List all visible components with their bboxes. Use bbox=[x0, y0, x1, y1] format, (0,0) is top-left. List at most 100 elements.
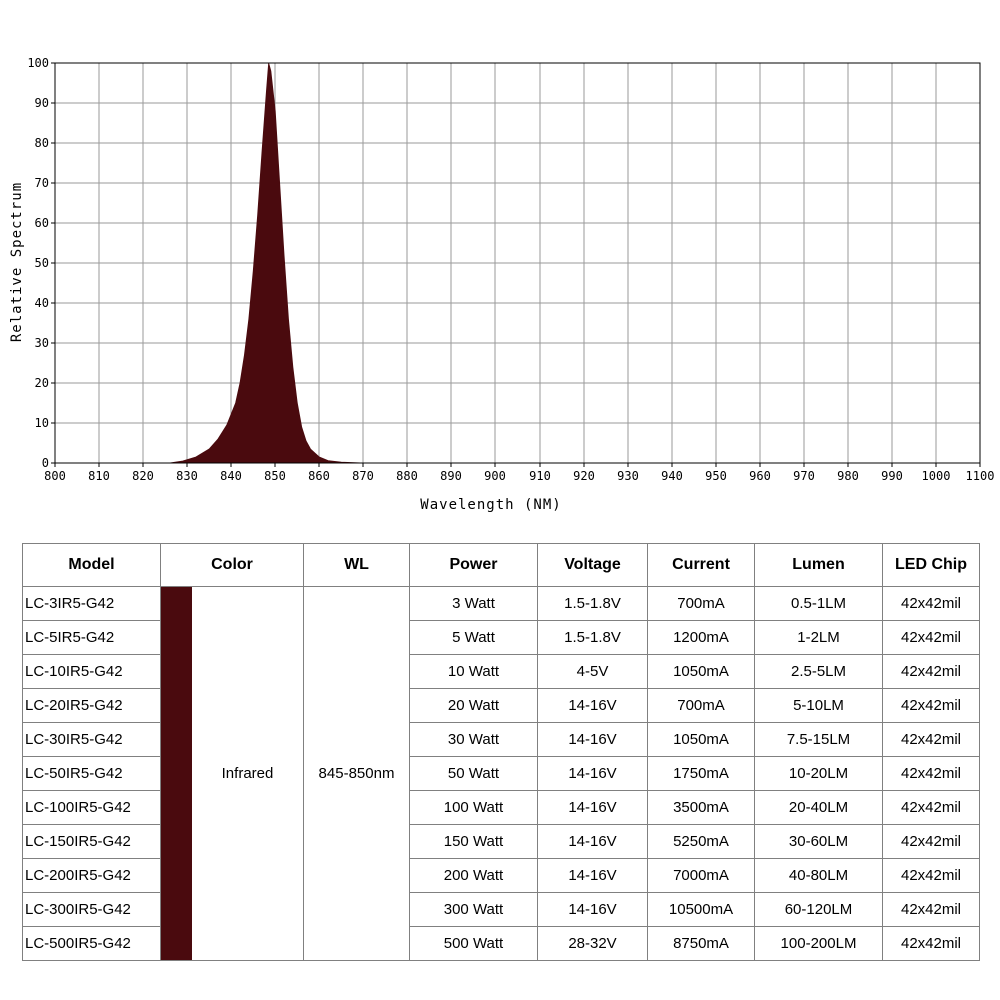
y-tick-label: 70 bbox=[35, 176, 49, 190]
cell-current: 700mA bbox=[647, 688, 755, 723]
x-axis-ticks: 800 810 820 830 840 850 860 870 880 890 900 910 920 9… bbox=[44, 463, 994, 483]
cell-voltage: 14-16V bbox=[537, 790, 648, 825]
y-tick-label: 100 bbox=[27, 56, 49, 70]
cell-model: LC-50IR5-G42 bbox=[22, 756, 161, 791]
cell-power: 30 Watt bbox=[409, 722, 538, 757]
y-tick-label: 40 bbox=[35, 296, 49, 310]
y-axis-ticks: 0 10 20 30 40 50 60 70 80 90 100 bbox=[27, 56, 55, 470]
cell-lumen: 5-10LM bbox=[754, 688, 883, 723]
y-tick-label: 0 bbox=[42, 456, 49, 470]
cell-led-chip: 42x42mil bbox=[882, 586, 980, 621]
x-tick-label: 890 bbox=[440, 469, 462, 483]
table-row: LC-20IR5-G42 20 Watt 14-16V 700mA 5-10LM 42x4… bbox=[22, 688, 980, 723]
cell-led-chip: 42x42mil bbox=[882, 892, 980, 927]
cell-power: 50 Watt bbox=[409, 756, 538, 791]
cell-power: 200 Watt bbox=[409, 858, 538, 893]
cell-power: 150 Watt bbox=[409, 824, 538, 859]
y-axis-title: Relative Spectrum bbox=[9, 182, 25, 342]
x-tick-label: 810 bbox=[88, 469, 110, 483]
table-row: LC-3IR5-G42 Infrared 845-850nm 3 Watt 1.5-1.… bbox=[22, 586, 980, 961]
cell-lumen: 2.5-5LM bbox=[754, 654, 883, 689]
cell-current: 3500mA bbox=[647, 790, 755, 825]
table-row: LC-100IR5-G42 100 Watt 14-16V 3500mA 20-40LM… bbox=[22, 790, 980, 825]
spec-table: Model Color WL Power Voltage Current Lum… bbox=[22, 543, 980, 961]
cell-current: 1200mA bbox=[647, 620, 755, 655]
y-tick-label: 90 bbox=[35, 96, 49, 110]
header-voltage: Voltage bbox=[537, 543, 648, 587]
cell-model: LC-5IR5-G42 bbox=[22, 620, 161, 655]
x-tick-label: 840 bbox=[220, 469, 242, 483]
x-tick-label: 960 bbox=[749, 469, 771, 483]
x-tick-label: 900 bbox=[484, 469, 506, 483]
cell-current: 700mA bbox=[647, 586, 755, 621]
cell-led-chip: 42x42mil bbox=[882, 790, 980, 825]
y-tick-label: 80 bbox=[35, 136, 49, 150]
cell-lumen: 0.5-1LM bbox=[754, 586, 883, 621]
x-tick-label: 880 bbox=[396, 469, 418, 483]
cell-voltage: 14-16V bbox=[537, 892, 648, 927]
x-tick-label: 970 bbox=[793, 469, 815, 483]
x-tick-label: 920 bbox=[573, 469, 595, 483]
cell-model: LC-30IR5-G42 bbox=[22, 722, 161, 757]
cell-led-chip: 42x42mil bbox=[882, 926, 980, 961]
cell-model: LC-500IR5-G42 bbox=[22, 926, 161, 961]
x-tick-label: 930 bbox=[617, 469, 639, 483]
y-tick-label: 10 bbox=[35, 416, 49, 430]
cell-power: 100 Watt bbox=[409, 790, 538, 825]
cell-led-chip: 42x42mil bbox=[882, 722, 980, 757]
x-tick-label: 1000 bbox=[922, 469, 951, 483]
cell-power: 300 Watt bbox=[409, 892, 538, 927]
y-tick-label: 20 bbox=[35, 376, 49, 390]
spectrum-area bbox=[55, 62, 980, 464]
cell-lumen: 30-60LM bbox=[754, 824, 883, 859]
color-label: Infrared bbox=[221, 765, 274, 782]
y-tick-label: 50 bbox=[35, 256, 49, 270]
x-tick-label: 980 bbox=[837, 469, 859, 483]
x-tick-label: 950 bbox=[705, 469, 727, 483]
cell-current: 1050mA bbox=[647, 722, 755, 757]
cell-lumen: 100-200LM bbox=[754, 926, 883, 961]
cell-led-chip: 42x42mil bbox=[882, 688, 980, 723]
cell-current: 8750mA bbox=[647, 926, 755, 961]
table-row: LC-300IR5-G42 300 Watt 14-16V 10500mA 60-120… bbox=[22, 892, 980, 927]
cell-led-chip: 42x42mil bbox=[882, 756, 980, 791]
cell-model: LC-300IR5-G42 bbox=[22, 892, 161, 927]
x-tick-label: 990 bbox=[881, 469, 903, 483]
cell-voltage: 14-16V bbox=[537, 858, 648, 893]
cell-power: 10 Watt bbox=[409, 654, 538, 689]
cell-model: LC-150IR5-G42 bbox=[22, 824, 161, 859]
cell-voltage: 14-16V bbox=[537, 722, 648, 757]
table-row: LC-150IR5-G42 150 Watt 14-16V 5250mA 30-60LM… bbox=[22, 824, 980, 859]
header-wl: WL bbox=[303, 543, 410, 587]
cell-power: 3 Watt bbox=[409, 586, 538, 621]
cell-current: 5250mA bbox=[647, 824, 755, 859]
y-tick-label: 30 bbox=[35, 336, 49, 350]
cell-power: 20 Watt bbox=[409, 688, 538, 723]
cell-voltage: 14-16V bbox=[537, 688, 648, 723]
header-color: Color bbox=[160, 543, 304, 587]
chart-grid bbox=[54, 62, 981, 464]
cell-model: LC-100IR5-G42 bbox=[22, 790, 161, 825]
cell-voltage: 4-5V bbox=[537, 654, 648, 689]
color-swatch bbox=[161, 587, 192, 960]
cell-model: LC-3IR5-G42 bbox=[22, 586, 161, 621]
cell-lumen: 7.5-15LM bbox=[754, 722, 883, 757]
header-power: Power bbox=[409, 543, 538, 587]
cell-wl: 845-850nm bbox=[303, 586, 410, 961]
cell-power: 500 Watt bbox=[409, 926, 538, 961]
cell-voltage: 1.5-1.8V bbox=[537, 586, 648, 621]
x-tick-label: 820 bbox=[132, 469, 154, 483]
header-current: Current bbox=[647, 543, 755, 587]
header-led-chip: LED Chip bbox=[882, 543, 980, 587]
cell-current: 7000mA bbox=[647, 858, 755, 893]
cell-lumen: 10-20LM bbox=[754, 756, 883, 791]
cell-lumen: 60-120LM bbox=[754, 892, 883, 927]
y-tick-label: 60 bbox=[35, 216, 49, 230]
table-row: LC-5IR5-G42 5 Watt 1.5-1.8V 1200mA 1-2LM 42x4… bbox=[22, 620, 980, 655]
x-axis-title: Wavelength (NM) bbox=[420, 497, 561, 513]
cell-model: LC-10IR5-G42 bbox=[22, 654, 161, 689]
cell-model: LC-200IR5-G42 bbox=[22, 858, 161, 893]
cell-led-chip: 42x42mil bbox=[882, 858, 980, 893]
x-tick-label: 850 bbox=[264, 469, 286, 483]
cell-voltage: 14-16V bbox=[537, 824, 648, 859]
